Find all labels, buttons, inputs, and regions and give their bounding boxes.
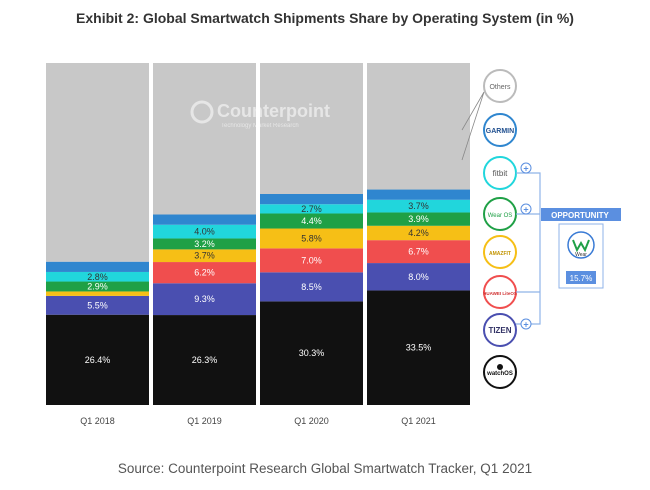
data-label: 8.0% [408, 272, 429, 282]
plus-icon [520, 162, 532, 174]
opportunity-bracket [516, 172, 541, 325]
data-label: 5.8% [301, 233, 322, 243]
bar-segment-wear-os-0 [46, 281, 149, 292]
bar-segment-garmin-2 [260, 193, 363, 205]
bar-segment-garmin-1 [153, 214, 256, 225]
legend-badge-4 [483, 235, 517, 269]
data-label: 26.3% [192, 355, 218, 365]
x-tick-label: Q1 2019 [187, 416, 222, 426]
data-label: 26.4% [85, 355, 111, 365]
bar-segment-wear-os-2 [260, 213, 363, 229]
bar-segment-tizen-1 [153, 283, 256, 316]
bar-segment-others-0 [46, 63, 149, 262]
legend-connector [461, 91, 485, 161]
watermark: Counterpoint Technology Market Research [190, 100, 330, 129]
x-tick-label: Q1 2021 [401, 416, 436, 426]
bar-segment-others-2 [260, 63, 363, 194]
data-label: 4.0% [194, 227, 215, 237]
data-label: 4.2% [408, 228, 429, 238]
opportunity-callout: OPPORTUNITY Wear 15.7% [541, 208, 621, 289]
legend-badge-0 [483, 69, 517, 103]
source-note: Source: Counterpoint Research Global Sma… [117, 461, 533, 476]
bar-segment-fitbit-0 [46, 271, 149, 282]
data-label: 3.7% [408, 201, 429, 211]
bar-segment-tizen-0 [46, 295, 149, 315]
legend-item: TIZEN [488, 326, 511, 335]
watermark-brand: Counterpoint [217, 101, 330, 121]
bar-segment-huawei-liteos-2 [260, 248, 363, 273]
data-label: 7.0% [301, 255, 322, 265]
opportunity-value-badge [566, 271, 596, 284]
bar-segment-amazfit-1 [153, 249, 256, 263]
data-label: 4.4% [301, 216, 322, 226]
bar-segment-watchos-2 [260, 301, 363, 405]
bar-segment-wear-os-3 [367, 212, 470, 226]
opportunity-label: OPPORTUNITY [551, 211, 609, 220]
data-label: 2.7% [301, 204, 322, 214]
chart-title: Exhibit 2: Global Smartwatch Shipments S… [76, 10, 574, 26]
data-label: 6.2% [194, 268, 215, 278]
data-label: 8.5% [301, 282, 322, 292]
x-axis-ticks: Q1 2018 Q1 2019 Q1 2020 Q1 2021 [80, 416, 436, 426]
data-label: 5.5% [87, 300, 108, 310]
legend-item: GARMIN [486, 128, 514, 135]
legend-item: watchOS [486, 371, 513, 377]
bar-segment-garmin-3 [367, 189, 470, 200]
plus-mark: + [523, 205, 528, 215]
apple-icon [497, 364, 503, 370]
bar-segment-fitbit-1 [153, 224, 256, 239]
legend-badge-6 [483, 313, 517, 347]
wear-os-label: Wear [575, 252, 587, 258]
data-label: 33.5% [406, 343, 432, 353]
bar-labels-layer: 26.4% 5.5% 2.9%2.8% 26.3% 9.3% 6.2% 3.7% 3.2% 4.… [85, 201, 432, 365]
data-label: 3.7% [194, 251, 215, 261]
data-label: 9.3% [194, 294, 215, 304]
plus-icon [520, 203, 532, 215]
bar-segment-watchos-3 [367, 290, 470, 405]
legend-item: HUAWEI LiteOS [483, 291, 517, 296]
data-label: 2.8% [87, 272, 108, 282]
legend: Others GARMIN fitbit Wear OS AMAZFIT HUAWEI L… [461, 69, 541, 389]
bar-segment-garmin-0 [46, 261, 149, 272]
plus-mark: + [523, 164, 528, 174]
plus-icon [520, 318, 532, 330]
bar-segment-amazfit-3 [367, 225, 470, 241]
legend-item: fitbit [493, 169, 508, 178]
bar-segment-others-1 [153, 63, 256, 215]
data-label: 2.9% [87, 281, 108, 291]
bar-segment-watchos-1 [153, 315, 256, 405]
bar-segment-others-3 [367, 63, 470, 190]
opportunity-value: 15.7% [570, 274, 593, 283]
x-tick-label: Q1 2020 [294, 416, 329, 426]
data-label: 30.3% [299, 348, 325, 358]
legend-badge-7 [483, 355, 517, 389]
wear-os-glyph [572, 239, 590, 253]
bar-segment-fitbit-3 [367, 199, 470, 213]
bar-segment-amazfit-2 [260, 228, 363, 249]
bar-segment-wear-os-1 [153, 238, 256, 250]
watermark-logo-icon [190, 100, 214, 124]
bar-segment-watchos-0 [46, 314, 149, 405]
plus-mark: + [523, 320, 528, 330]
data-label: 3.2% [194, 239, 215, 249]
legend-badge-1 [483, 113, 517, 147]
watermark-tagline: Technology Market Research [221, 123, 299, 129]
legend-item: Wear OS [488, 213, 513, 219]
data-label: 3.9% [408, 214, 429, 224]
opportunity-banner [541, 208, 621, 221]
bar-segment-huawei-liteos-3 [367, 240, 470, 264]
legend-item: Others [489, 84, 511, 91]
bar-segment-huawei-liteos-1 [153, 262, 256, 284]
x-tick-label: Q1 2018 [80, 416, 115, 426]
bar-segment-fitbit-2 [260, 204, 363, 214]
bar-segment-tizen-2 [260, 272, 363, 302]
bars-layer [46, 63, 470, 405]
bar-segment-tizen-3 [367, 263, 470, 291]
bar-segment-amazfit-0 [46, 291, 149, 296]
data-label: 6.7% [408, 247, 429, 257]
legend-item: AMAZFIT [489, 251, 511, 257]
